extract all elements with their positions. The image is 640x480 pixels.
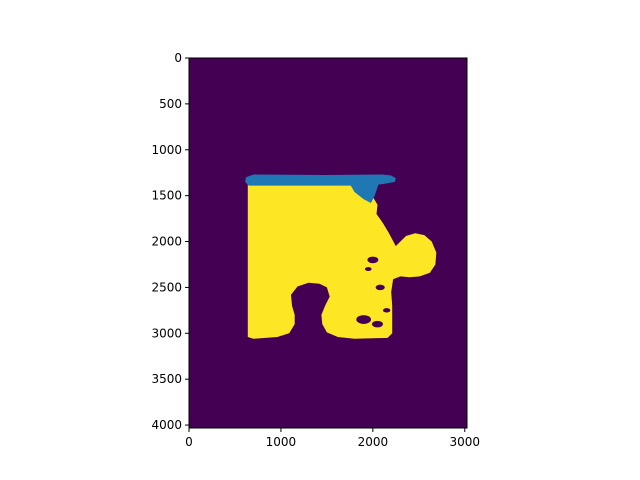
- y-tick-label: 0: [174, 51, 182, 65]
- top-edge-overlay: [245, 174, 396, 203]
- y-tick-label: 2500: [151, 280, 182, 294]
- x-tick-label: 1000: [266, 435, 297, 449]
- image-area: [189, 58, 467, 428]
- y-tick-label: 4000: [151, 418, 182, 432]
- y-tick-label: 1000: [151, 143, 182, 157]
- mask-noise-3: [371, 320, 383, 328]
- y-tick-label: 3000: [151, 326, 182, 340]
- puzzle-piece-mask: [247, 180, 437, 339]
- x-tick-label: 2000: [358, 435, 389, 449]
- y-tick-label: 2000: [151, 235, 182, 249]
- mask-noise-5: [364, 267, 372, 272]
- mask-noise-0: [367, 256, 379, 264]
- y-tick-label: 3500: [151, 372, 182, 386]
- mask-noise-1: [375, 284, 385, 291]
- plot-frame: [188, 57, 468, 429]
- y-tick-label: 1500: [151, 189, 182, 203]
- x-tick-label: 3000: [450, 435, 481, 449]
- mask-noise-2: [356, 315, 372, 324]
- x-axis: 0 1000 2000 3000: [185, 428, 480, 449]
- mask-noise-4: [382, 308, 391, 313]
- y-tick-label: 500: [159, 97, 182, 111]
- x-tick-label: 0: [185, 435, 193, 449]
- y-axis: 0 500 1000 1500 2000 2500 3000 3500 4000: [151, 51, 189, 432]
